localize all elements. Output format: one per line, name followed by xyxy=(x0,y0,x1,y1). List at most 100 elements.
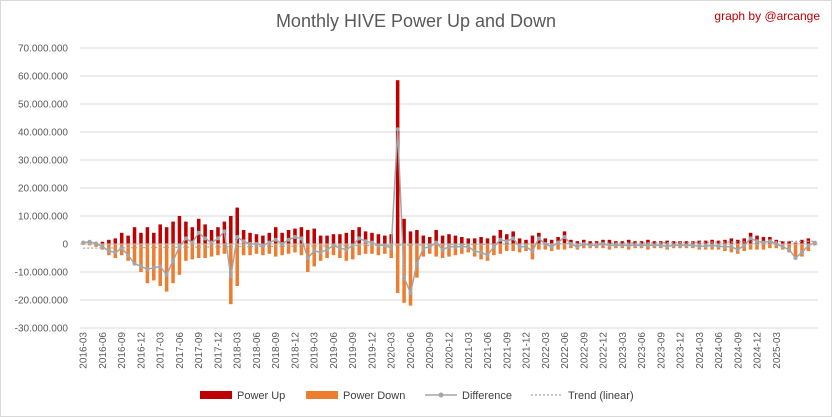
power-up-bar xyxy=(427,237,432,244)
power-up-bar xyxy=(312,228,316,244)
power-down-bar xyxy=(556,244,560,250)
difference-point xyxy=(472,249,477,253)
difference-point xyxy=(81,240,86,245)
power-down-bar xyxy=(203,244,207,258)
difference-point xyxy=(248,242,253,246)
difference-point xyxy=(697,244,702,249)
power-down-bar xyxy=(485,244,490,261)
x-tick-label: 2021-09 xyxy=(502,332,513,369)
power-up-bar xyxy=(736,239,740,244)
difference-point xyxy=(812,240,817,245)
difference-point xyxy=(780,244,785,249)
y-tick-label: 70.000.000 xyxy=(18,44,68,55)
x-tick-label: 2016-03 xyxy=(79,332,90,369)
power-down-bar xyxy=(511,244,515,251)
power-down-bar xyxy=(350,244,355,260)
difference-point xyxy=(652,243,657,248)
difference-point xyxy=(228,274,233,279)
difference-point xyxy=(376,243,381,248)
power-down-bar xyxy=(177,244,182,275)
difference-point xyxy=(742,243,747,248)
difference-point xyxy=(254,242,259,246)
power-up-bar xyxy=(132,227,137,244)
legend-label-difference: Difference xyxy=(462,390,512,402)
power-down-bar xyxy=(293,244,297,253)
power-down-bar xyxy=(370,244,374,254)
difference-point xyxy=(748,236,753,241)
power-down-bar xyxy=(582,244,586,249)
difference-point xyxy=(196,230,201,235)
power-up-bar xyxy=(742,238,746,244)
x-tick-label: 2021-03 xyxy=(464,332,475,369)
difference-point xyxy=(350,243,355,248)
difference-point xyxy=(453,244,458,249)
power-down-bar xyxy=(504,244,509,251)
power-up-bar xyxy=(703,240,708,244)
power-up-bar xyxy=(184,221,188,244)
power-down-bar xyxy=(806,244,811,251)
difference-point xyxy=(292,235,297,239)
x-tick-label: 2024-09 xyxy=(733,332,744,369)
power-down-bar xyxy=(395,244,400,293)
y-tick-label: -10.000.000 xyxy=(15,268,69,279)
power-down-bar xyxy=(248,244,252,256)
x-tick-label: 2019-03 xyxy=(310,332,321,369)
difference-point xyxy=(549,244,554,249)
power-down-bar xyxy=(427,244,432,254)
difference-point xyxy=(286,237,291,242)
power-up-bar xyxy=(158,224,162,244)
legend-swatch-power-up xyxy=(200,391,232,399)
y-tick-label: -20.000.000 xyxy=(15,296,69,307)
power-up-bar xyxy=(498,230,503,244)
power-up-bar xyxy=(588,241,592,244)
power-up-bar xyxy=(626,239,631,244)
power-down-bar xyxy=(415,244,419,278)
legend-label-power-up: Power Up xyxy=(237,390,285,402)
power-down-bar xyxy=(748,244,753,250)
difference-point xyxy=(106,249,111,253)
difference-point xyxy=(684,243,689,248)
difference-point xyxy=(787,247,792,252)
power-down-bar xyxy=(145,244,150,284)
power-down-bar xyxy=(800,244,804,257)
chart-title: Monthly HIVE Power Up and Down xyxy=(275,11,557,31)
difference-point xyxy=(235,235,240,239)
power-down-bar xyxy=(280,244,284,256)
difference-point xyxy=(511,236,516,241)
difference-point xyxy=(530,249,535,253)
difference-point xyxy=(479,250,484,255)
power-up-bar xyxy=(203,224,207,244)
difference-point xyxy=(491,244,496,249)
x-tick-label: 2023-06 xyxy=(637,332,648,369)
power-up-bar xyxy=(383,235,387,244)
x-tick-label: 2016-12 xyxy=(136,332,147,369)
power-down-bar xyxy=(171,244,175,284)
power-down-bar xyxy=(434,244,438,257)
power-up-bar xyxy=(370,232,374,244)
x-tick-label: 2023-12 xyxy=(676,332,687,369)
power-up-bar xyxy=(447,234,451,244)
power-up-bar xyxy=(415,230,419,244)
power-up-bar xyxy=(485,238,490,244)
power-up-bar xyxy=(113,238,118,244)
difference-point xyxy=(312,249,317,253)
difference-point xyxy=(325,247,330,252)
power-up-bar xyxy=(620,241,625,244)
difference-point xyxy=(382,243,387,248)
trend-series xyxy=(83,240,815,249)
grid-lines xyxy=(80,47,818,329)
power-down-bar xyxy=(768,244,772,249)
difference-point xyxy=(164,272,169,277)
y-tick-label: 10.000.000 xyxy=(18,212,68,223)
power-up-bar xyxy=(325,235,329,244)
power-down-bar xyxy=(222,244,227,254)
power-down-series xyxy=(81,244,817,306)
power-up-bar xyxy=(639,241,644,244)
power-down-bar xyxy=(235,244,239,286)
difference-point xyxy=(171,258,176,263)
power-up-bar xyxy=(517,238,522,244)
x-tick-label: 2022-06 xyxy=(560,332,571,369)
difference-series xyxy=(81,127,817,296)
power-up-bar xyxy=(524,239,528,244)
